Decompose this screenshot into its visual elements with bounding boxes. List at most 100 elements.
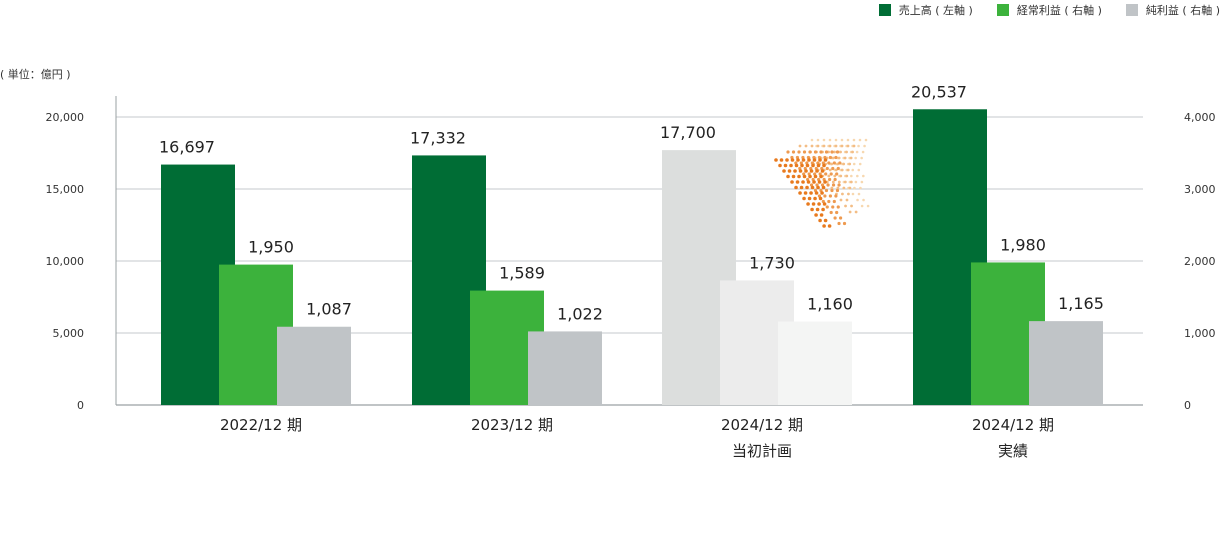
legend-swatch-net-profit xyxy=(1125,4,1138,16)
decoration-dot xyxy=(787,169,792,173)
decoration-dot xyxy=(798,169,803,173)
decoration-dot xyxy=(783,163,788,168)
decoration-dot xyxy=(802,174,807,179)
decoration-dot xyxy=(854,210,858,214)
legend-label-ordinary-profit: 経常利益 ( 右軸 ) xyxy=(1016,4,1102,17)
decoration-dot xyxy=(826,183,830,187)
decoration-dot xyxy=(796,158,800,162)
decoration-dot xyxy=(808,150,812,154)
decoration-dot xyxy=(823,180,827,184)
decoration-dot xyxy=(778,163,782,168)
decoration-dot xyxy=(858,162,862,166)
legend-swatch-ordinary-profit xyxy=(996,4,1009,16)
decoration-dot xyxy=(860,204,864,208)
decoration-dot xyxy=(810,144,814,148)
decoration-dot xyxy=(839,150,842,154)
decoration-dot xyxy=(808,174,812,179)
bar-value-label: 1,589 xyxy=(499,264,545,283)
decoration-dot xyxy=(813,196,817,201)
decoration-dot xyxy=(790,180,794,184)
decoration-dot xyxy=(825,205,829,209)
decoration-dot xyxy=(802,150,807,154)
decoration-dot xyxy=(834,138,838,142)
decoration-dot xyxy=(804,169,808,173)
decoration-dot xyxy=(809,191,813,195)
decoration-dot xyxy=(862,198,865,202)
decoration-dot xyxy=(834,194,838,198)
decoration-dot xyxy=(807,196,812,201)
decoration-dot xyxy=(840,138,844,142)
decoration-dot xyxy=(824,172,828,176)
decoration-dot xyxy=(816,163,821,168)
decoration-dot xyxy=(818,196,823,201)
decoration-dot xyxy=(860,156,863,160)
decoration-dot xyxy=(819,150,823,154)
decoration-dot xyxy=(790,158,795,162)
decoration-dot xyxy=(845,174,849,178)
decoration-dot xyxy=(835,210,839,215)
bar xyxy=(277,326,351,405)
decoration-dot xyxy=(855,150,859,154)
decoration-dot xyxy=(841,192,844,196)
decoration-dot xyxy=(797,150,801,154)
decoration-dot xyxy=(860,180,864,184)
decoration-dot xyxy=(828,168,832,172)
decoration-dot xyxy=(810,185,815,190)
decoration-dot xyxy=(816,185,820,190)
decoration-dot xyxy=(837,156,841,160)
decoration-dot xyxy=(831,156,835,160)
decoration-dot xyxy=(807,158,811,162)
right-axis-tick-label: 1,000 xyxy=(1184,327,1216,340)
decoration-dot xyxy=(863,144,866,148)
decoration-dot xyxy=(813,150,818,154)
decoration-dot xyxy=(791,174,796,179)
decoration-dot xyxy=(829,172,833,176)
decoration-dot xyxy=(774,158,778,162)
decoration-dot xyxy=(814,191,819,195)
decoration-dot xyxy=(822,144,826,148)
decoration-dot xyxy=(793,169,797,173)
decoration-dot xyxy=(832,199,836,204)
decoration-dot xyxy=(812,180,816,184)
decoration-dot xyxy=(840,144,844,148)
decoration-dot xyxy=(831,180,835,184)
decoration-dot xyxy=(852,138,856,142)
decoration-dot xyxy=(782,169,786,173)
decoration-dot xyxy=(817,202,821,206)
decoration-dot xyxy=(791,150,796,154)
decoration-dot xyxy=(838,161,842,165)
decoration-dot xyxy=(847,192,850,196)
decoration-dot xyxy=(857,192,861,196)
decoration-dot xyxy=(794,163,799,168)
decoration-dot xyxy=(804,144,808,148)
decoration-dot xyxy=(829,210,833,215)
decoration-dot xyxy=(845,150,848,154)
decoration-dot xyxy=(837,180,841,184)
decoration-dot xyxy=(803,191,808,195)
bar-value-label: 17,700 xyxy=(660,123,716,142)
decoration-dot xyxy=(814,213,818,217)
right-axis-tick-label: 0 xyxy=(1184,399,1191,412)
decoration-dot xyxy=(851,168,855,172)
decoration-dot xyxy=(835,172,839,176)
unit-label: ( 単位：億円 ) xyxy=(0,68,71,81)
decoration-dot xyxy=(850,204,853,208)
decoration-dot xyxy=(837,183,841,187)
decoration-dot xyxy=(830,188,834,193)
legend-item-net-profit: 純利益 ( 右軸 ) xyxy=(1125,2,1220,18)
decoration-dot xyxy=(823,194,827,198)
decoration-dot xyxy=(811,163,815,168)
decoration-dot xyxy=(812,158,817,162)
decoration-dot xyxy=(839,174,843,178)
decoration-dot xyxy=(827,224,832,228)
category-label: 実績 xyxy=(998,442,1028,460)
decoration-dot xyxy=(851,192,855,196)
decoration-dot xyxy=(851,150,854,154)
bar-value-label: 20,537 xyxy=(911,82,967,101)
decoration-dot xyxy=(811,202,816,206)
decoration-dot xyxy=(820,191,824,195)
decoration-dot xyxy=(852,144,856,148)
decoration-dot xyxy=(822,138,826,142)
decoration-dot xyxy=(843,180,847,184)
